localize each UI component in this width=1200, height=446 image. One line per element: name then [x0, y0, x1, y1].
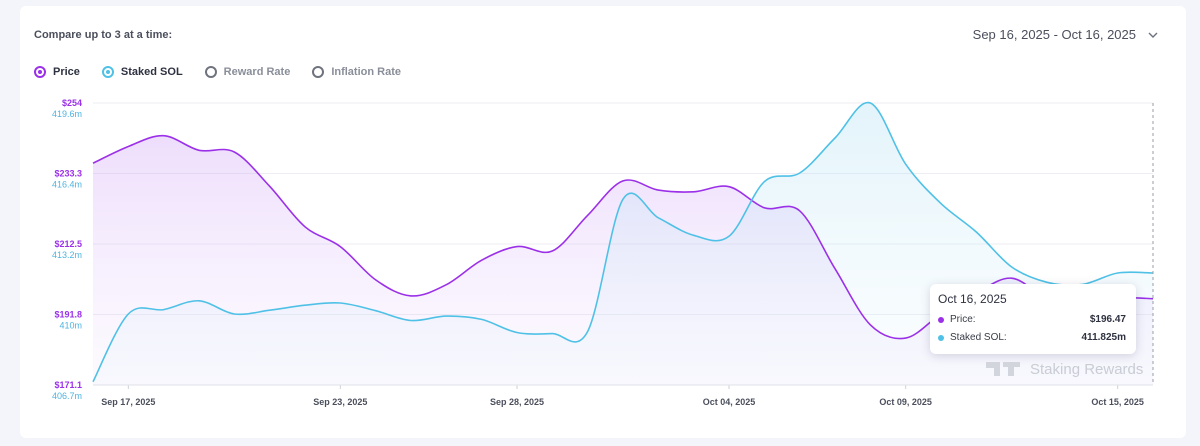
x-tick-label: Oct 09, 2025 — [879, 397, 932, 407]
left-axis-price-tick: $171.1 — [54, 380, 82, 390]
tooltip-row-staked-sol: Staked SOL: 411.825m — [938, 332, 1126, 343]
date-range-value: Sep 16, 2025 - Oct 16, 2025 — [972, 27, 1136, 42]
inflation-rate-radio[interactable] — [312, 66, 325, 78]
x-tick-label: Sep 17, 2025 — [101, 397, 155, 407]
tooltip-row-price: Price: $196.47 — [938, 314, 1126, 325]
metric-inflation-rate[interactable]: Inflation Rate — [312, 66, 401, 78]
metric-inflation-rate-label: Inflation Rate — [331, 66, 401, 78]
tooltip-staked-sol-label: Staked SOL: — [950, 332, 1007, 343]
staked-sol-dot-icon — [938, 334, 944, 341]
x-tick-label: Oct 04, 2025 — [703, 397, 756, 407]
staked-sol-area — [93, 102, 1153, 385]
chevron-down-icon — [1148, 32, 1158, 38]
metric-selector: Price Staked SOL Reward Rate Inflation R… — [34, 66, 423, 78]
metric-reward-rate[interactable]: Reward Rate — [204, 66, 291, 78]
chart-tooltip: Oct 16, 2025 Price: $196.47 Staked SOL: … — [930, 284, 1136, 354]
x-tick-label: Oct 15, 2025 — [1091, 397, 1144, 407]
watermark-text: Staking Rewards — [1030, 360, 1144, 378]
x-tick-label: Sep 23, 2025 — [313, 397, 367, 407]
metric-price-label: Price — [53, 66, 80, 78]
left-axis-staked-tick: 416.4m — [52, 180, 82, 190]
left-axis-price-tick: $191.8 — [54, 310, 82, 320]
series-areas — [93, 102, 1153, 385]
x-tick-label: Sep 28, 2025 — [490, 397, 544, 407]
x-axis: Sep 17, 2025 Sep 23, 2025 Sep 28, 2025 Oct … — [93, 384, 1153, 407]
compare-label: Compare up to 3 at a time: — [34, 29, 173, 41]
metric-staked-sol[interactable]: Staked SOL — [101, 66, 183, 78]
staked-sol-radio[interactable] — [101, 66, 114, 78]
metric-staked-sol-label: Staked SOL — [120, 66, 183, 78]
tooltip-price-label: Price: — [950, 314, 976, 325]
left-axis-staked-tick: 413.2m — [52, 250, 82, 260]
price-dot-icon — [938, 316, 944, 323]
watermark: Staking Rewards — [986, 360, 1143, 378]
left-axis-price-tick: $254 — [62, 98, 82, 108]
tooltip-staked-sol-value: 411.825m — [1081, 332, 1127, 343]
tooltip-date: Oct 16, 2025 — [938, 292, 1007, 306]
chart-card: Compare up to 3 at a time: Sep 16, 2025 … — [20, 6, 1186, 438]
left-axis-staked-tick: 419.6m — [52, 109, 82, 119]
left-axis-price-tick: $212.5 — [54, 239, 82, 249]
staking-rewards-logo-icon — [986, 362, 1020, 376]
date-range-dropdown[interactable]: Sep 16, 2025 - Oct 16, 2025 — [973, 27, 1158, 42]
tooltip-price-value: $196.47 — [1089, 314, 1126, 325]
price-radio[interactable] — [34, 66, 46, 78]
left-axis-price-tick: $233.3 — [54, 169, 82, 179]
left-axis-staked-tick: 410m — [59, 321, 82, 331]
metric-reward-rate-label: Reward Rate — [223, 66, 291, 78]
metric-price[interactable]: Price — [34, 66, 80, 78]
reward-rate-radio[interactable] — [204, 66, 217, 78]
staked-sol-line — [92, 101, 1154, 383]
left-axis-staked-tick: 406.7m — [52, 391, 82, 401]
